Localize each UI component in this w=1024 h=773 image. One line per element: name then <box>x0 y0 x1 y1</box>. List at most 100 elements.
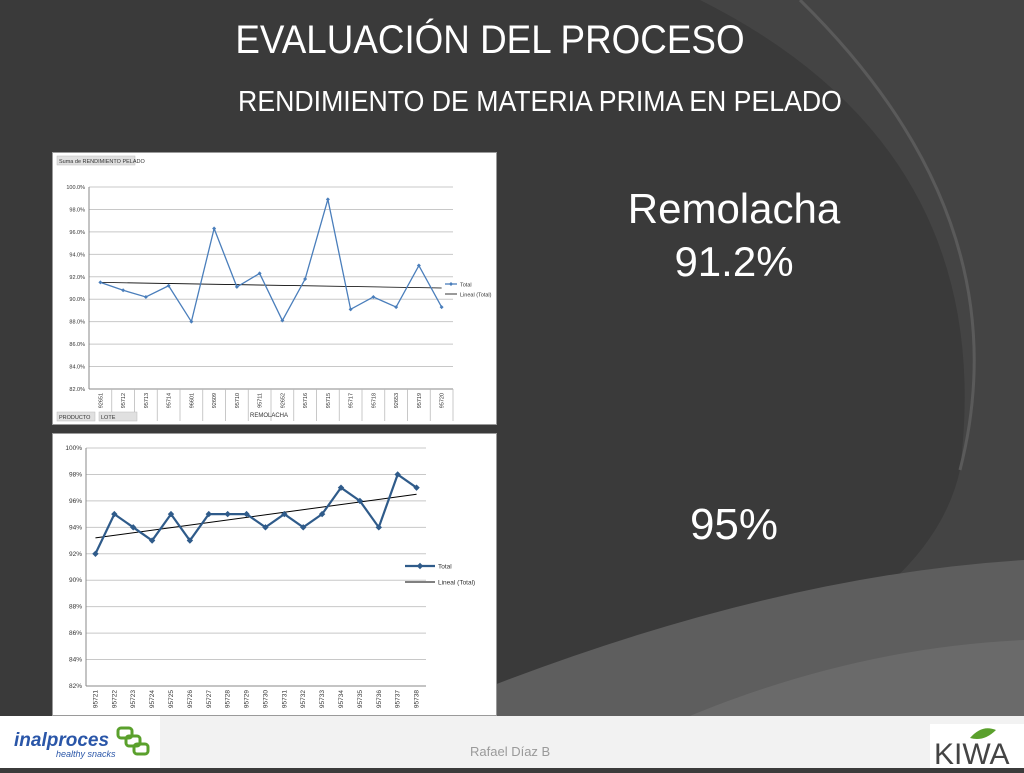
x-tick-label: 95712 <box>121 393 127 408</box>
chart-remolacha-pivot: Suma de RENDIMIENTO PELADO 100.0% 98.0% 96.… <box>52 152 497 425</box>
x-tick-label: 95735 <box>357 690 364 708</box>
x-tick-label: 95733 <box>319 690 326 708</box>
data-point <box>212 226 217 231</box>
data-point <box>143 294 148 299</box>
y-tick-label: 92.0% <box>69 275 85 281</box>
chart-1-svg: Suma de RENDIMIENTO PELADO 100.0% 98.0% 96.… <box>56 155 492 422</box>
x-tick-label: 95724 <box>149 690 156 708</box>
svg-text:healthy snacks: healthy snacks <box>56 749 116 759</box>
data-point <box>303 277 308 282</box>
y-tick-label: 92% <box>69 551 82 558</box>
x-tick-label: 92653 <box>394 393 400 408</box>
data-point <box>98 280 103 285</box>
inalproces-logo: inalproces healthy snacks <box>0 716 160 768</box>
pivot-filter-label: LOTE <box>101 415 116 421</box>
y-tick-label: 98% <box>69 471 82 478</box>
x-tick-label: 95726 <box>187 690 194 708</box>
y-tick-label: 86.0% <box>69 342 85 348</box>
x-tick-label: 95734 <box>338 690 345 708</box>
y-tick-label: 94.0% <box>69 252 85 258</box>
x-tick-label: 95729 <box>244 690 251 708</box>
x-tick-label: 95715 <box>326 393 332 408</box>
data-point <box>394 471 401 478</box>
y-tick-label: 90% <box>69 577 82 584</box>
x-tick-label: 95738 <box>414 690 421 708</box>
x-tick-label: 95720 <box>440 393 446 408</box>
x-tick-label: 95727 <box>206 690 213 708</box>
data-point <box>148 537 156 544</box>
x-tick-label: 95713 <box>144 393 150 408</box>
chart-remolacha-lots: 100% 98% 96% 94% 92% 90% 88% 86% 84% 82% 95721 9572… <box>52 433 497 716</box>
data-point <box>257 271 262 276</box>
x-tick-label: 95710 <box>235 393 241 408</box>
trend-line <box>95 493 417 539</box>
x-tick-label: 95717 <box>349 393 355 408</box>
pivot-filter-label: PRODUCTO <box>59 415 91 421</box>
data-point <box>337 484 345 491</box>
x-tick-label: 95716 <box>303 393 309 408</box>
x-tick-label: 96601 <box>189 393 195 408</box>
y-tick-label: 100% <box>65 445 82 452</box>
data-point <box>186 537 194 544</box>
x-tick-label: 95737 <box>395 690 402 708</box>
footer-band <box>0 716 1024 768</box>
data-point <box>281 510 288 518</box>
data-point <box>166 283 171 288</box>
author-footer: Rafael Díaz B <box>470 744 551 759</box>
pivot-filter-button <box>98 411 138 422</box>
pivot-field-header: Suma de RENDIMIENTO PELADO <box>59 159 146 165</box>
series-line-total <box>100 199 443 324</box>
pivot-filter-button <box>56 411 96 422</box>
data-point <box>356 497 364 505</box>
y-tick-label: 82.0% <box>69 387 85 393</box>
x-tick-label: 92651 <box>98 393 104 408</box>
legend-total-marker <box>449 282 453 286</box>
slide-title: EVALUACIÓN DEL PROCESO <box>235 18 745 62</box>
x-tick-label: 95714 <box>167 393 173 408</box>
data-point <box>234 284 239 289</box>
data-point <box>121 288 126 293</box>
svg-text:KIWA: KIWA <box>934 738 1010 768</box>
legend-trend-label: Lineal (Total) <box>438 580 475 587</box>
x-tick-label: 95731 <box>281 690 288 708</box>
y-tick-label: 82% <box>69 683 82 690</box>
y-tick-label: 88.0% <box>69 320 85 326</box>
x-tick-label: 95719 <box>417 393 423 408</box>
y-tick-label: 84.0% <box>69 365 85 371</box>
y-tick-label: 94% <box>69 524 82 531</box>
x-tick-label: 95718 <box>371 393 377 408</box>
y-tick-label: 90.0% <box>69 297 85 303</box>
data-point <box>416 263 421 268</box>
product-label: Remolacha <box>627 185 841 232</box>
x-tick-label: 95736 <box>376 690 383 708</box>
legend-trend-label: Lineal (Total) <box>460 293 492 299</box>
slide-subtitle: RENDIMIENTO DE MATERIA PRIMA EN PELADO <box>238 86 842 118</box>
x-tick-label: 95711 <box>258 393 264 408</box>
data-point <box>189 319 194 324</box>
chart-2-svg: 100% 98% 96% 94% 92% 90% 88% 86% 84% 82% 95721 9572… <box>65 445 475 708</box>
pivot-field-button <box>56 155 136 166</box>
x-tick-label: 95725 <box>168 690 175 708</box>
y-tick-label: 96% <box>69 498 82 505</box>
y-tick-label: 100.0% <box>66 185 85 191</box>
yield-value-1: 91.2% <box>674 238 794 285</box>
series-line-total <box>94 472 418 555</box>
data-point <box>325 197 330 202</box>
legend-total-marker <box>416 562 424 570</box>
svg-text:inalproces: inalproces <box>14 730 109 751</box>
x-axis-label: REMOLACHA <box>250 413 288 419</box>
trend-line <box>100 281 442 289</box>
data-point <box>413 484 420 491</box>
data-point <box>224 510 231 518</box>
y-tick-label: 84% <box>69 657 82 664</box>
x-tick-label: 95730 <box>262 690 269 708</box>
data-point <box>243 510 250 518</box>
x-tick-label: 95723 <box>130 690 137 708</box>
x-tick-label: 95721 <box>92 690 99 708</box>
y-tick-label: 86% <box>69 630 82 637</box>
kiwa-logo: KIWA <box>930 724 1024 771</box>
y-tick-label: 98.0% <box>69 207 85 213</box>
data-point <box>439 305 444 310</box>
data-point <box>371 294 376 299</box>
data-point <box>394 305 399 310</box>
